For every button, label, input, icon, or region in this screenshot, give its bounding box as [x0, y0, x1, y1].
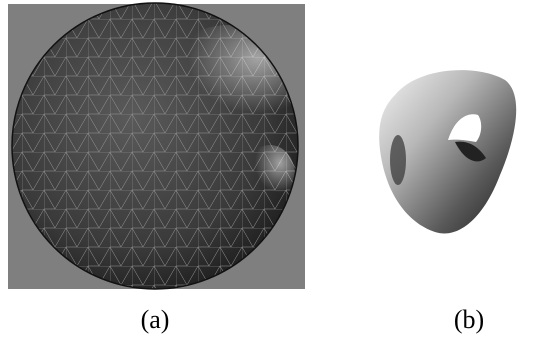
caption: (b): [454, 305, 484, 334]
panel-b: [379, 70, 516, 233]
figure: (a) (b): [0, 0, 540, 340]
side-hole: [390, 135, 406, 185]
caption: (a): [141, 305, 170, 334]
panel-a: [8, 0, 305, 290]
